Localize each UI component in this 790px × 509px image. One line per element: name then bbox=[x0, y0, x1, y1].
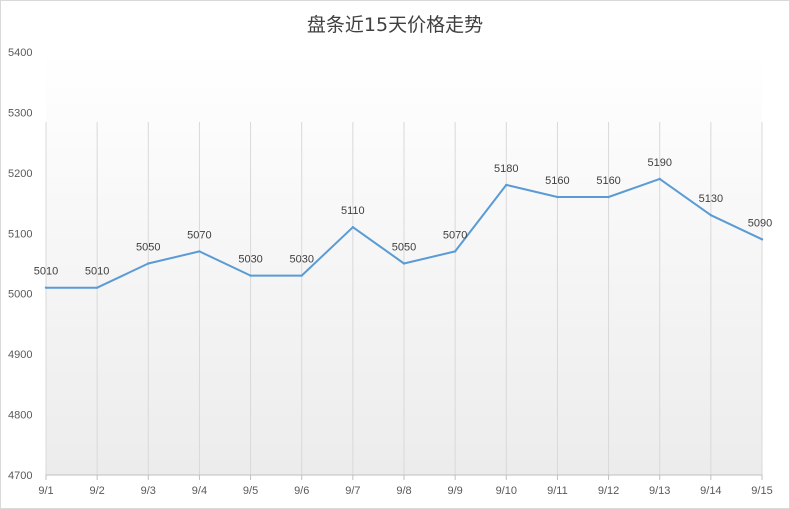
data-label: 5090 bbox=[748, 217, 772, 229]
x-tick-label: 9/2 bbox=[89, 485, 104, 497]
y-tick-label: 5300 bbox=[8, 107, 32, 119]
x-tick-label: 9/8 bbox=[396, 485, 411, 497]
data-label: 5160 bbox=[596, 175, 620, 187]
data-label: 5050 bbox=[392, 242, 416, 254]
data-point bbox=[147, 262, 150, 265]
data-label: 5030 bbox=[238, 254, 262, 266]
data-point bbox=[402, 262, 406, 265]
x-tick-label: 9/3 bbox=[141, 485, 156, 497]
data-label: 5030 bbox=[289, 254, 313, 266]
data-point bbox=[658, 177, 661, 181]
y-tick-label: 5100 bbox=[8, 228, 32, 240]
x-tick-label: 9/14 bbox=[700, 485, 721, 497]
data-point bbox=[95, 286, 99, 289]
data-label: 5070 bbox=[187, 229, 211, 241]
data-label: 5190 bbox=[647, 157, 671, 169]
x-tick-label: 9/13 bbox=[649, 485, 670, 497]
x-tick-label: 9/12 bbox=[598, 485, 619, 497]
x-tick-label: 9/11 bbox=[547, 485, 568, 497]
data-label: 5070 bbox=[443, 229, 467, 241]
data-label: 5180 bbox=[494, 163, 518, 175]
data-label: 5010 bbox=[34, 266, 58, 278]
x-tick-label: 9/1 bbox=[38, 485, 53, 497]
y-tick-label: 5400 bbox=[8, 47, 32, 59]
data-point bbox=[351, 226, 355, 229]
x-tick-label: 9/4 bbox=[192, 485, 207, 497]
x-tick-label: 9/7 bbox=[345, 485, 360, 497]
y-tick-label: 4900 bbox=[8, 349, 32, 361]
chart-title: 盘条近15天价格走势 bbox=[306, 14, 484, 36]
x-tick-label: 9/6 bbox=[294, 485, 309, 497]
data-point bbox=[607, 195, 610, 199]
data-point bbox=[760, 238, 764, 241]
x-tick-label: 9/10 bbox=[496, 485, 517, 497]
data-point bbox=[505, 183, 508, 187]
data-point bbox=[300, 274, 303, 277]
y-tick-label: 4800 bbox=[8, 410, 32, 422]
y-tick-label: 4700 bbox=[8, 470, 32, 482]
x-tick-label: 9/9 bbox=[447, 485, 462, 497]
data-label: 5110 bbox=[341, 205, 365, 217]
data-point bbox=[198, 250, 201, 253]
x-tick-label: 9/5 bbox=[243, 485, 258, 497]
data-label: 5050 bbox=[136, 242, 160, 254]
data-point bbox=[453, 250, 457, 253]
y-tick-label: 5000 bbox=[8, 289, 32, 301]
y-tick-label: 5200 bbox=[8, 168, 32, 180]
data-point bbox=[44, 286, 48, 289]
data-point bbox=[249, 274, 252, 277]
data-label: 5010 bbox=[85, 266, 109, 278]
data-label: 5160 bbox=[545, 175, 569, 187]
data-point bbox=[709, 213, 713, 217]
data-label: 5130 bbox=[699, 193, 723, 205]
x-tick-label: 9/15 bbox=[751, 485, 772, 497]
data-point bbox=[556, 195, 559, 199]
